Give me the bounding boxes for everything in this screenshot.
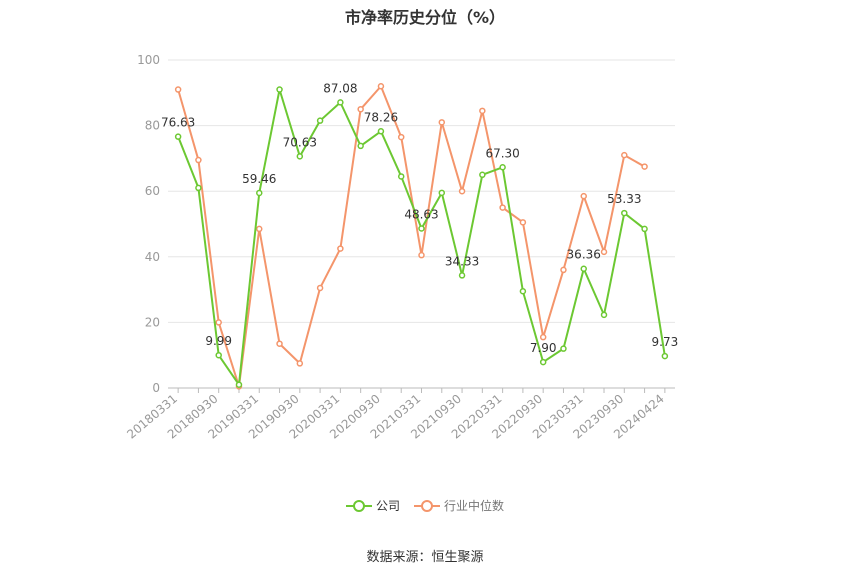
- data-point: [641, 163, 648, 170]
- data-point: [458, 272, 466, 279]
- data-point: [276, 86, 283, 93]
- data-point: [276, 340, 283, 347]
- legend-industry-label: 行业中位数: [444, 499, 505, 513]
- data-point: [418, 251, 425, 259]
- data-label: 59.46: [242, 172, 276, 186]
- data-point: [600, 311, 608, 319]
- data-point: [621, 209, 628, 217]
- legend-item-industry[interactable]: 行业中位数: [414, 497, 504, 514]
- data-point: [235, 381, 243, 388]
- data-point: [316, 284, 324, 292]
- data-point: [397, 173, 405, 180]
- chart-title: 市净率历史分位（%）: [344, 8, 506, 27]
- series-line: [177, 85, 646, 388]
- data-point: [174, 86, 182, 93]
- y-tick-label: 20: [145, 315, 160, 329]
- data-point: [539, 358, 547, 366]
- y-tick-label: 80: [145, 119, 160, 133]
- data-point: [479, 171, 486, 179]
- data-label: 7.90: [530, 341, 557, 355]
- data-point: [418, 225, 425, 232]
- series-line: [177, 88, 666, 386]
- data-point: [296, 153, 304, 160]
- y-tick-label: 60: [145, 184, 160, 198]
- data-point: [438, 189, 446, 197]
- data-label: 48.63: [404, 207, 438, 221]
- data-point: [600, 248, 608, 256]
- data-label: 9.73: [652, 335, 679, 349]
- data-label: 70.63: [283, 135, 317, 149]
- data-label: 34.33: [445, 254, 479, 268]
- data-point: [296, 360, 304, 367]
- data-labels: 76.63 9.99 59.46 70.63 87.08 78.26 48.63 34.33 6…: [161, 81, 678, 355]
- data-point: [377, 128, 385, 135]
- data-label: 9.99: [205, 334, 232, 348]
- legend-company-icon: [345, 499, 372, 512]
- data-label: 76.63: [161, 116, 195, 130]
- legend-company-label: 公司: [375, 499, 400, 513]
- data-point: [580, 192, 587, 200]
- y-tick-label: 40: [145, 250, 160, 264]
- data-point: [195, 156, 202, 164]
- data-point: [337, 99, 344, 106]
- data-point: [560, 345, 567, 352]
- line-chart: 0204060801002018033120180930201903312019…: [124, 53, 678, 442]
- data-point: [580, 265, 587, 272]
- data-point: [560, 266, 567, 274]
- data-point: [458, 187, 466, 195]
- data-label: 78.26: [364, 110, 398, 124]
- data-point: [499, 164, 506, 171]
- y-tick-label: 100: [137, 53, 160, 67]
- data-point: [256, 225, 263, 233]
- legend-item-company[interactable]: 公司: [345, 497, 400, 514]
- data-point: [377, 82, 385, 90]
- data-point: [621, 151, 628, 159]
- data-label: 36.36: [567, 248, 601, 262]
- grid-lines: [168, 59, 675, 323]
- data-point: [438, 119, 446, 126]
- data-point: [215, 319, 222, 326]
- data-label: 53.33: [607, 192, 641, 206]
- data-point: [195, 184, 202, 192]
- data-point: [519, 219, 527, 226]
- data-point: [215, 351, 222, 359]
- data-point: [357, 105, 364, 113]
- data-label: 67.30: [485, 146, 519, 160]
- data-point: [641, 225, 648, 233]
- legend: 公司 行业中位数: [0, 497, 850, 514]
- source-note: 数据来源：恒生聚源: [366, 550, 484, 565]
- data-point: [357, 142, 364, 150]
- y-tick-label: 0: [152, 381, 160, 395]
- data-point: [174, 133, 182, 140]
- series-lines: [174, 82, 669, 390]
- data-point: [519, 287, 527, 295]
- data-point: [337, 245, 344, 252]
- data-point: [539, 333, 547, 341]
- data-point: [316, 117, 324, 124]
- data-point: [499, 204, 506, 211]
- data-point: [479, 107, 486, 115]
- data-point: [256, 189, 263, 197]
- legend-industry-icon: [414, 499, 440, 512]
- data-label: 87.08: [323, 81, 357, 95]
- data-point: [661, 352, 669, 360]
- data-point: [397, 133, 405, 141]
